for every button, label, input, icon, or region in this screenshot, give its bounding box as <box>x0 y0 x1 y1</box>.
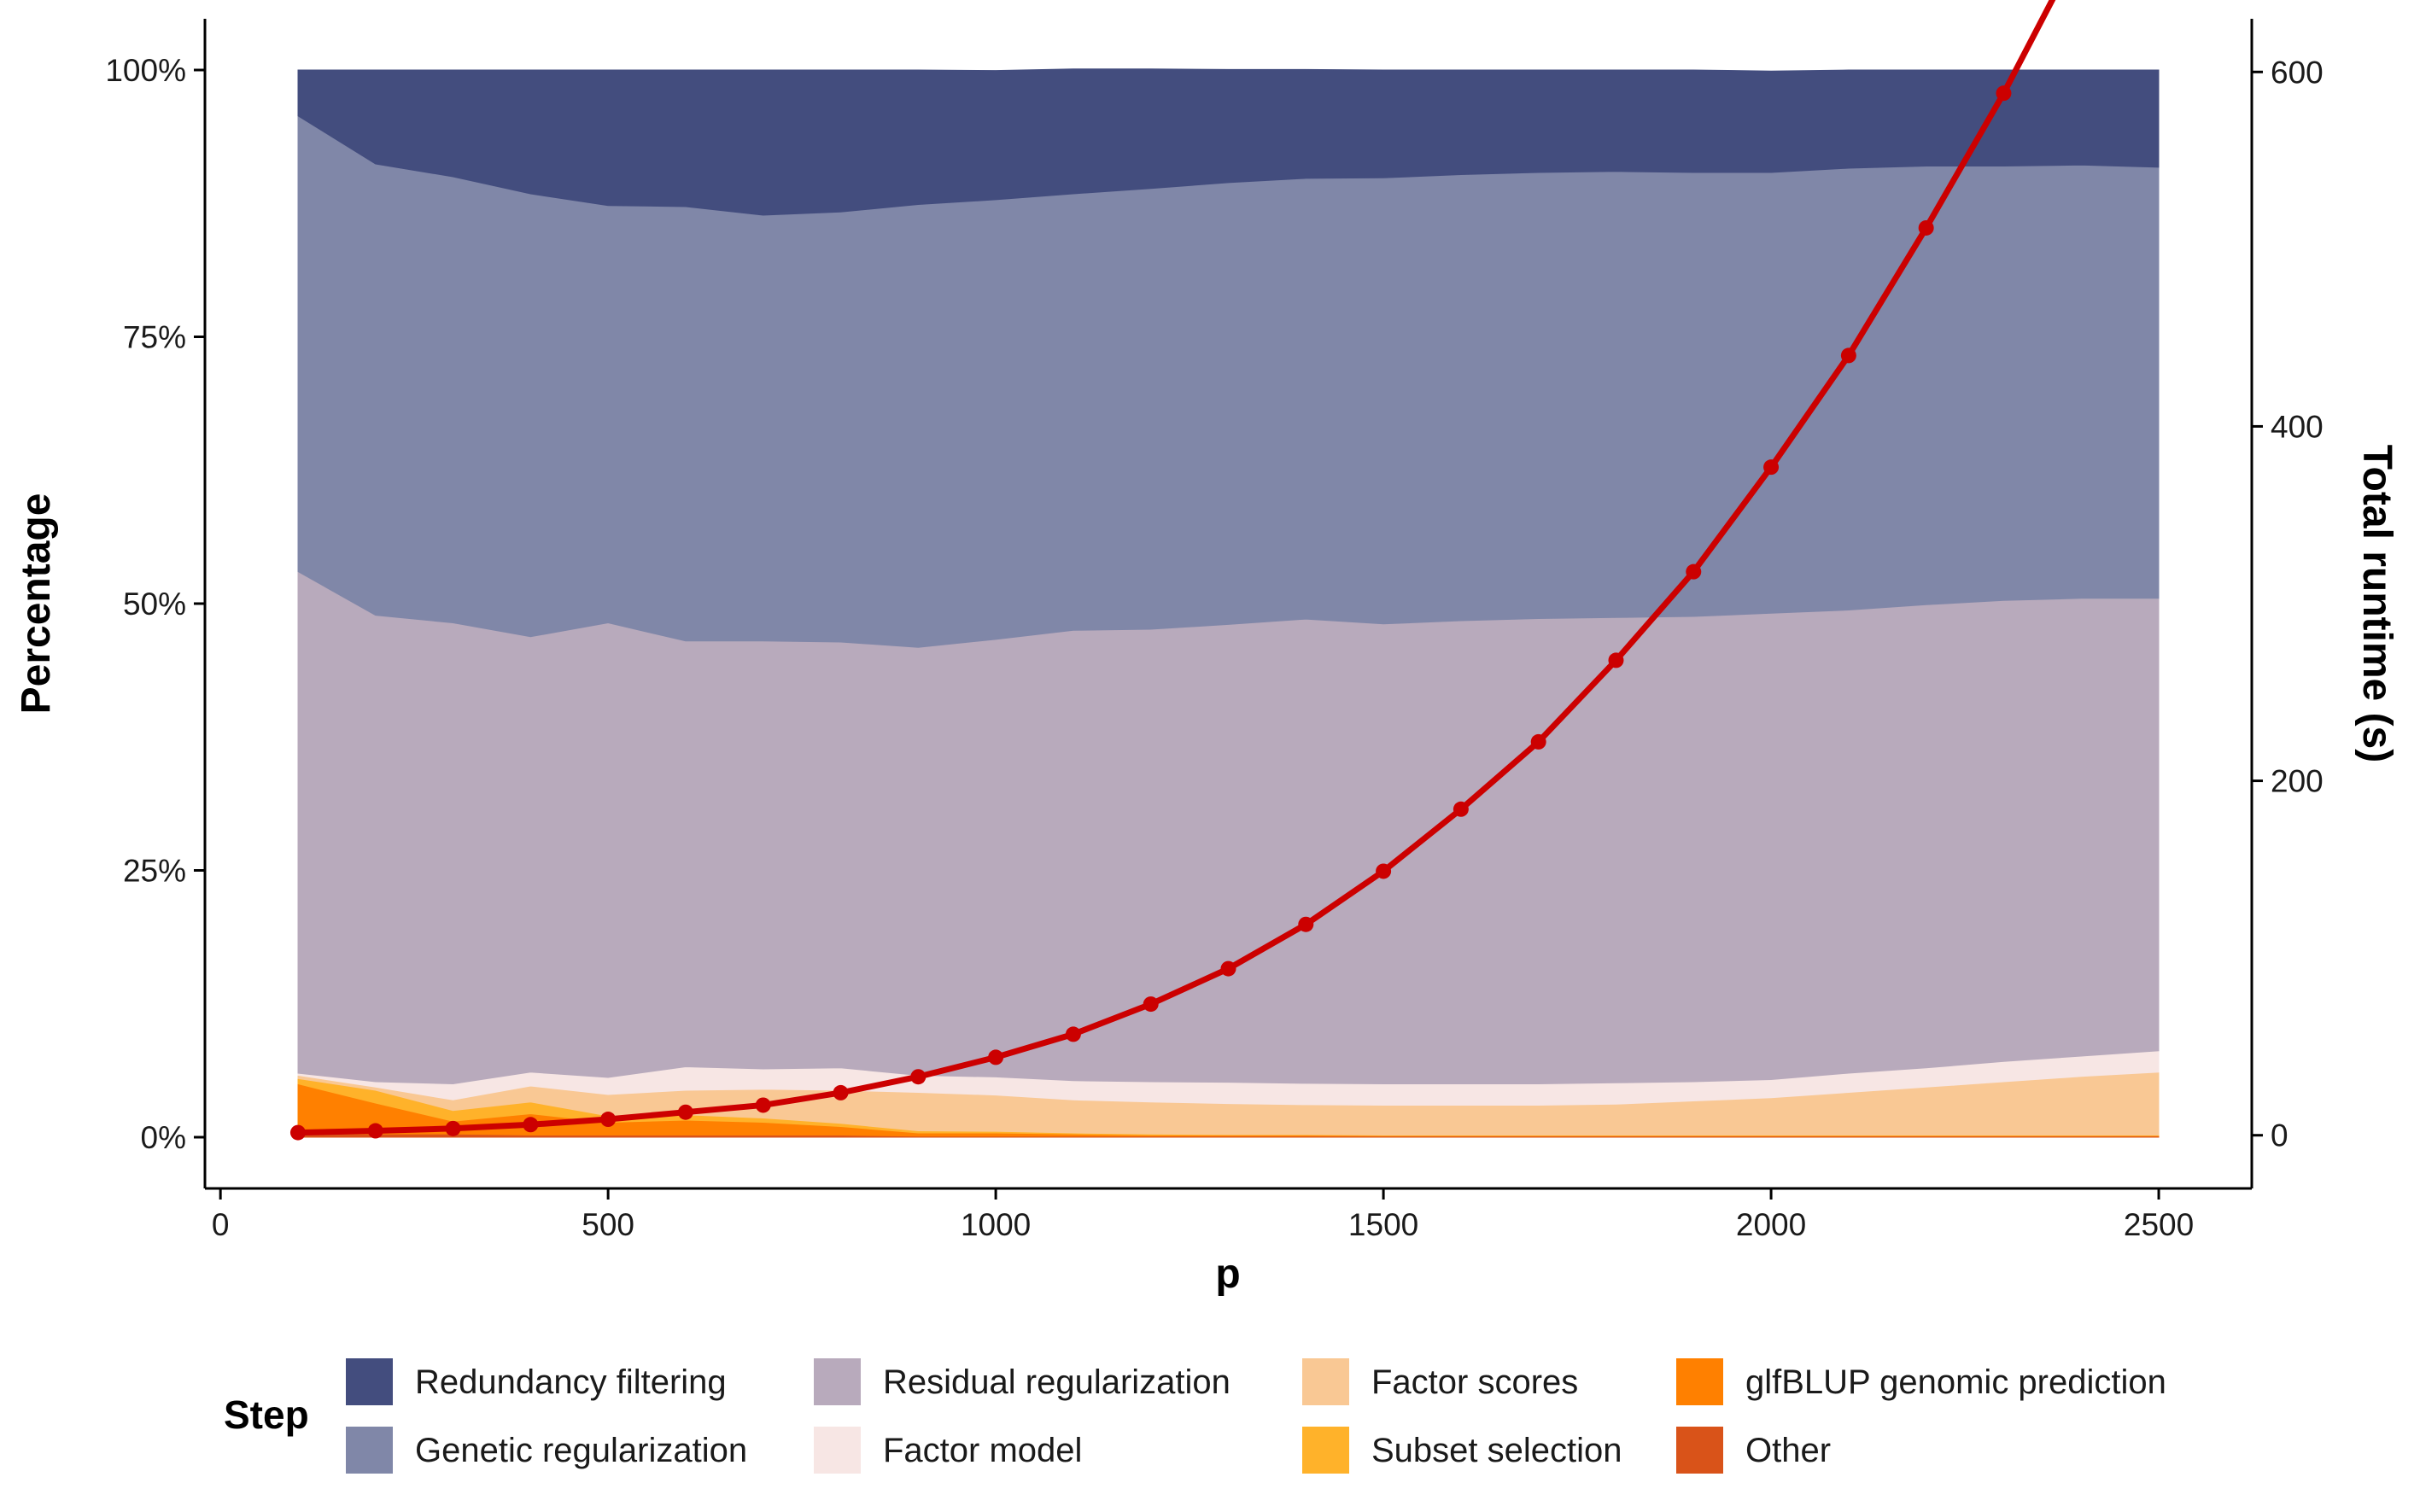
axes: 0 500 1000 1500 2000 2500 0% 25% 50% 75% 100% 0 200 4… <box>105 19 2324 1242</box>
runtime-point <box>1996 85 2012 102</box>
y-axis-title: Percentage <box>14 493 59 715</box>
legend-label-factor-scores: Factor scores <box>1371 1363 1578 1401</box>
x-tick-label: 1500 <box>1348 1207 1418 1242</box>
y2-tick-label: 600 <box>2271 55 2324 90</box>
runtime-point <box>1918 219 1934 236</box>
legend-title: Step <box>224 1392 309 1437</box>
legend-label-genetic-regularization: Genetic regularization <box>415 1432 747 1469</box>
y-tick-label: 100% <box>105 53 186 88</box>
x-tick-label: 1000 <box>961 1207 1031 1242</box>
runtime-point <box>988 1049 1004 1065</box>
runtime-point <box>1376 863 1392 879</box>
runtime-point <box>1608 652 1624 668</box>
y-tick-label: 25% <box>123 854 186 889</box>
legend-label-subset-selection: Subset selection <box>1371 1432 1622 1469</box>
legend-label-factor-model: Factor model <box>883 1432 1082 1469</box>
runtime-point <box>1453 801 1469 817</box>
legend-swatch-factor-model <box>814 1427 861 1474</box>
runtime-point <box>1065 1026 1081 1042</box>
x-tick-label: 2000 <box>1736 1207 1806 1242</box>
runtime-point <box>1220 960 1236 977</box>
legend-swatch-genetic-regularization <box>346 1427 393 1474</box>
legend-swatch-factor-scores <box>1302 1358 1349 1405</box>
y-tick-label: 75% <box>123 320 186 355</box>
runtime-point <box>523 1117 539 1133</box>
legend-label-residual-regularization: Residual regularization <box>883 1363 1230 1401</box>
y2-tick-label: 200 <box>2271 764 2324 799</box>
x-axis-title: p <box>1215 1252 1240 1297</box>
y-tick-label: 0% <box>141 1120 186 1155</box>
runtime-point <box>1143 996 1159 1013</box>
y-tick-label: 50% <box>123 587 186 622</box>
runtime-point <box>755 1097 771 1113</box>
runtime-point <box>1840 347 1856 364</box>
runtime-point <box>1763 459 1780 476</box>
legend-label-glfblup-genomic-prediction: glfBLUP genomic prediction <box>1745 1363 2166 1401</box>
legend-swatch-residual-regularization <box>814 1358 861 1405</box>
runtime-point <box>677 1104 693 1120</box>
runtime-point <box>367 1123 383 1139</box>
legend-swatch-redundancy-filtering <box>346 1358 393 1405</box>
runtime-point <box>1298 916 1314 932</box>
x-tick-label: 500 <box>582 1207 634 1242</box>
runtime-point <box>600 1112 617 1128</box>
legend-label-other: Other <box>1745 1432 1831 1469</box>
legend-label-redundancy-filtering: Redundancy filtering <box>415 1363 727 1401</box>
runtime-point <box>445 1120 461 1136</box>
x-tick-label: 0 <box>212 1207 230 1242</box>
legend-swatch-other <box>1676 1427 1723 1474</box>
x-tick-label: 2500 <box>2124 1207 2194 1242</box>
runtime-point <box>289 1124 306 1141</box>
area-residual-regularization <box>297 570 2160 1085</box>
runtime-point <box>910 1069 926 1085</box>
y2-axis-title: Total runtime (s) <box>2354 445 2400 762</box>
y2-tick-label: 400 <box>2271 409 2324 444</box>
legend: Step Redundancy filtering Genetic regular… <box>224 1358 2166 1474</box>
y2-tick-label: 0 <box>2271 1118 2288 1153</box>
legend-swatch-glfblup-genomic-prediction <box>1676 1358 1723 1405</box>
runtime-point <box>1686 563 1702 580</box>
runtime-point <box>833 1084 849 1100</box>
legend-swatch-subset-selection <box>1302 1427 1349 1474</box>
runtime-point <box>1530 733 1546 750</box>
plot-area <box>289 0 2160 1141</box>
area-redundancy-filtering <box>297 68 2160 216</box>
